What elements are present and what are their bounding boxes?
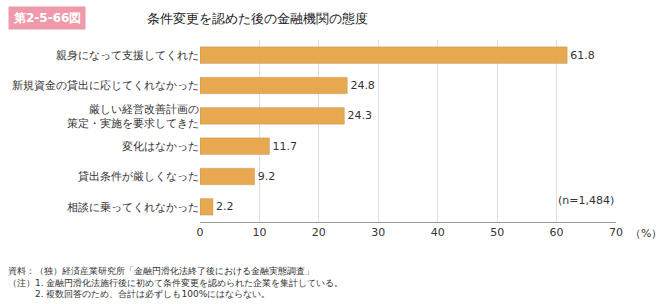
svg-text:変化はなかった: 変化はなかった <box>122 140 199 153</box>
svg-text:0: 0 <box>197 226 204 239</box>
svg-text:20: 20 <box>312 226 326 239</box>
svg-text:条件変更を認めた後の金融機関の態度: 条件変更を認めた後の金融機関の態度 <box>147 11 368 26</box>
svg-text:資料：（独）経済産業研究所「金融円滑化法終了後における金融実: 資料：（独）経済産業研究所「金融円滑化法終了後における金融実態調査」（注）1. … <box>8 266 343 299</box>
svg-text:40: 40 <box>431 226 445 239</box>
svg-text:11.7: 11.7 <box>273 140 298 153</box>
svg-text:第2-5-66図: 第2-5-66図 <box>13 11 81 25</box>
svg-text:2.2: 2.2 <box>216 200 234 213</box>
svg-text:9.2: 9.2 <box>258 170 276 183</box>
svg-text:（%）: （%） <box>630 227 662 240</box>
svg-text:10: 10 <box>252 226 266 239</box>
svg-text:貸出条件が厳しくなった: 貸出条件が厳しくなった <box>78 170 199 183</box>
svg-text:24.8: 24.8 <box>350 79 375 92</box>
svg-text:30: 30 <box>371 226 385 239</box>
svg-text:相談に乗ってくれなかった: 相談に乗ってくれなかった <box>67 201 199 214</box>
svg-text:親身になって支援してくれた: 親身になって支援してくれた <box>56 49 199 62</box>
svg-text:厳しい経営改善計画の策定・実施を要求してきた: 厳しい経営改善計画の策定・実施を要求してきた <box>67 103 199 130</box>
svg-text:60: 60 <box>550 226 564 239</box>
svg-text:61.8: 61.8 <box>570 49 595 62</box>
svg-text:24.3: 24.3 <box>347 109 372 122</box>
svg-text:50: 50 <box>490 226 504 239</box>
svg-text:70: 70 <box>609 226 623 239</box>
svg-text:(n=1,484): (n=1,484) <box>558 194 614 207</box>
svg-text:新規資金の貸出に応じてくれなかった: 新規資金の貸出に応じてくれなかった <box>12 79 199 92</box>
